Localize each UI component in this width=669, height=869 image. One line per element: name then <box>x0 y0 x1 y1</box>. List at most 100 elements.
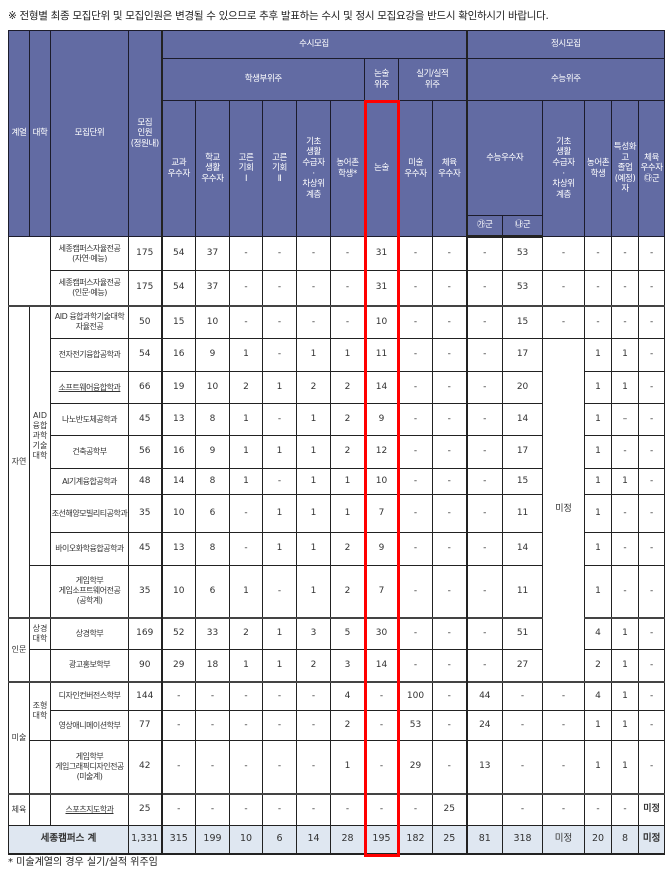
quota-value: 66 <box>128 371 162 404</box>
total-cell: 미정 <box>638 825 666 855</box>
quota-cell: 1 <box>296 403 331 436</box>
unit-name: 세종캠퍼스자율전공 (자연·예능) <box>50 236 129 271</box>
header-jeongsi-column: 특성화 고 졸업 (예정) 자 <box>611 100 640 237</box>
quota-cell: - <box>465 565 504 618</box>
quota-cell: - <box>330 793 365 826</box>
quota-cell: 1 <box>611 681 640 711</box>
quota-value: 45 <box>128 532 162 566</box>
quota-cell: - <box>262 468 297 495</box>
quota-cell: 19 <box>160 371 196 404</box>
quota-cell: - <box>262 403 297 436</box>
header-quota: 모집 인원 (정원내) <box>128 30 162 237</box>
quota-cell: 6 <box>195 494 230 533</box>
quota-cell: 31 <box>364 236 399 271</box>
quota-cell: - <box>638 532 666 566</box>
quota-cell: - <box>431 740 468 794</box>
quota-cell: 17 <box>502 435 544 469</box>
quota-cell: 1 <box>229 403 263 436</box>
total-cell: 195 <box>364 825 399 855</box>
quota-cell: - <box>160 793 196 826</box>
quota-cell: 1 <box>330 338 365 372</box>
quota-cell: 10 <box>195 371 230 404</box>
quota-cell: - <box>638 270 666 306</box>
unit-name: AID 융합과학기술대학 자율전공 <box>50 305 129 339</box>
quota-cell: 1 <box>296 468 331 495</box>
quota-cell: - <box>542 710 586 741</box>
quota-cell: - <box>229 740 263 794</box>
quota-cell: - <box>638 740 666 794</box>
quota-cell: 2 <box>330 532 365 566</box>
quota-cell: - <box>431 565 468 618</box>
unit-name: 소프트웨어융합학과 <box>50 371 129 404</box>
quota-cell: - <box>465 617 504 650</box>
unit-name: 세종캠퍼스자율전공 (인문·예능) <box>50 270 129 306</box>
quota-cell: 1 <box>262 371 297 404</box>
quota-cell: - <box>465 371 504 404</box>
quota-cell: 11 <box>502 565 544 618</box>
quota-cell: - <box>638 435 666 469</box>
quota-cell: 54 <box>160 270 196 306</box>
unit-name: 게임학부 게임소프트웨어전공 (공학계) <box>50 565 129 618</box>
quota-cell: - <box>431 236 468 271</box>
unit-name: 전자전기융합공학과 <box>50 338 129 372</box>
header-susi: 수시모집 <box>160 30 468 59</box>
quota-cell: - <box>364 710 399 741</box>
header-suneung-group: 수능위주 <box>465 58 666 101</box>
quota-cell: - <box>431 371 468 404</box>
quota-cell: 1 <box>262 435 297 469</box>
quota-cell: - <box>465 494 504 533</box>
quota-cell: 1 <box>584 338 613 372</box>
quota-cell: 2 <box>330 565 365 618</box>
quota-cell: 1 <box>611 338 640 372</box>
table-row: 소프트웨어융합학과 66 19 10 2 1 2 2 14- - -20 1 1- <box>9 371 666 404</box>
quota-cell: 15 <box>502 468 544 495</box>
unit-name: 영상애니메이션학부 <box>50 710 129 741</box>
header-susi-column: 논술 <box>364 100 399 237</box>
header-susi-column: 교과 우수자 <box>160 100 196 237</box>
table-row: 건축공학부 56 16 9 1 1 1 2 12- - -17 1- - <box>9 435 666 469</box>
quota-cell: 10 <box>364 468 399 495</box>
quota-value: 42 <box>128 740 162 794</box>
quota-cell: 13 <box>160 532 196 566</box>
quota-value: 45 <box>128 403 162 436</box>
table-row: 미술 조형 대학 디자인컨버전스학부 144- - - - -4-100-44- -4 1- <box>8 681 666 794</box>
quota-cell: - <box>262 338 297 372</box>
quota-cell: 53 <box>502 236 544 271</box>
total-cell: 10 <box>229 825 263 855</box>
quota-cell: - <box>584 236 613 271</box>
quota-cell: 10 <box>160 494 196 533</box>
field-cell: 체육 <box>8 793 30 826</box>
quota-value: 56 <box>128 435 162 469</box>
quota-cell: 14 <box>502 403 544 436</box>
total-cell: 318 <box>502 825 544 855</box>
quota-value: 144 <box>128 681 162 711</box>
quota-cell: 2 <box>584 649 613 682</box>
quota-cell: 29 <box>398 740 433 794</box>
quota-cell: - <box>398 403 433 436</box>
quota-cell: - <box>431 681 468 711</box>
quota-cell: - <box>262 681 297 711</box>
quota-cell: 1 <box>584 403 613 436</box>
table-row: 광고홍보학부 90 29 18 1 1 2 3 14- - -27 2 1- <box>9 649 666 682</box>
quota-cell: - <box>465 435 504 469</box>
total-cell: 315 <box>160 825 196 855</box>
table-row: 자연 AID 융합 과학 기술 대학 AID 융합과학기술대학 자율전공 50 15 10… <box>8 305 666 618</box>
quota-cell: - <box>262 270 297 306</box>
quota-cell: 1 <box>296 494 331 533</box>
quota-cell: - <box>364 740 399 794</box>
quota-cell: - <box>262 793 297 826</box>
header-susi-column: 고른 기회 Ⅰ <box>229 100 263 237</box>
quota-cell: 1 <box>330 494 365 533</box>
quota-cell: 52 <box>160 617 196 650</box>
quota-cell: 1 <box>611 710 640 741</box>
quota-cell: 1 <box>296 532 331 566</box>
total-cell: 182 <box>398 825 433 855</box>
quota-cell: - <box>296 236 331 271</box>
quota-cell: - <box>502 793 544 826</box>
quota-cell: 9 <box>195 338 230 372</box>
quota-cell <box>465 793 504 826</box>
quota-cell: - <box>330 305 365 339</box>
quota-cell: - <box>465 305 504 339</box>
header-susi-column: 체육 우수자 <box>431 100 468 237</box>
quota-cell: 1 <box>584 371 613 404</box>
